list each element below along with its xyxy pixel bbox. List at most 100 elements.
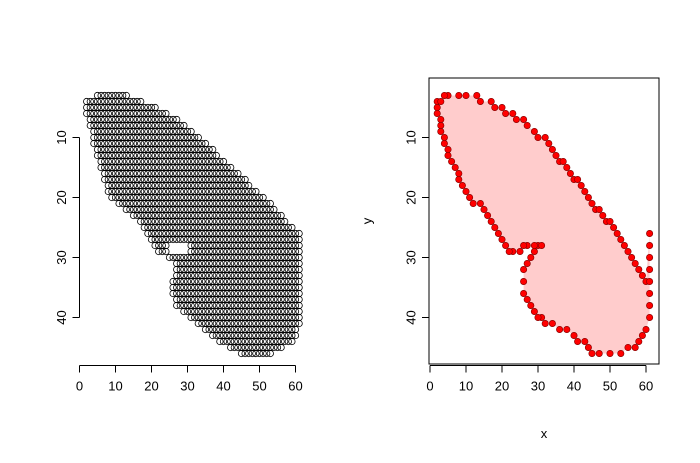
boundary-point: [624, 343, 632, 351]
grid-point: [219, 265, 228, 274]
grid-point: [219, 205, 228, 214]
grid-point: [119, 199, 127, 208]
boundary-point: [527, 301, 535, 309]
grid-point: [140, 103, 148, 112]
grid-point: [111, 91, 120, 100]
boundary-point: [646, 242, 654, 250]
grid-point: [147, 121, 156, 130]
grid-point: [273, 271, 282, 280]
grid-point: [237, 265, 246, 274]
boundary-point: [487, 218, 495, 226]
grid-point: [198, 319, 206, 328]
grid-point: [281, 253, 289, 262]
grid-point: [219, 283, 228, 292]
grid-point: [227, 343, 235, 352]
grid-point: [104, 103, 112, 112]
grid-point: [180, 307, 188, 316]
grid-point: [234, 343, 242, 352]
boundary-point: [455, 170, 463, 178]
boundary-point: [469, 200, 477, 208]
grid-point: [147, 187, 156, 196]
boundary-point: [646, 277, 654, 285]
grid-point: [165, 163, 174, 172]
grid-point: [273, 337, 282, 346]
grid-point: [165, 133, 174, 142]
grid-point: [291, 277, 300, 286]
grid-point: [144, 115, 152, 124]
grid-point: [273, 283, 282, 292]
grid-point: [158, 109, 166, 118]
boundary-point: [581, 188, 589, 196]
grid-point: [165, 145, 174, 154]
grid-point: [281, 337, 289, 346]
grid-point: [209, 331, 217, 340]
right-outline-panel: 0 10 20 30 40 50 60 10 20 30 40 x y: [359, 77, 660, 441]
boundary-point: [466, 194, 474, 202]
boundary-point: [570, 331, 578, 339]
left-y-axis: 10 20 30 40: [54, 130, 80, 325]
grid-point: [129, 187, 138, 196]
grid-point: [273, 307, 282, 316]
grid-point: [101, 109, 109, 118]
grid-point: [183, 289, 192, 298]
grid-point: [83, 97, 91, 106]
grid-point: [104, 97, 112, 106]
left-point-grid: [83, 91, 303, 358]
right-y-tick-label: 30: [403, 250, 418, 264]
boundary-point: [462, 188, 470, 196]
left-x-tick-label: 60: [288, 379, 302, 394]
grid-point: [255, 217, 264, 226]
grid-point: [219, 199, 228, 208]
boundary-point: [620, 242, 628, 250]
grid-point: [273, 253, 282, 262]
boundary-point: [541, 134, 549, 142]
grid-point: [219, 193, 228, 202]
grid-point: [237, 217, 246, 226]
grid-point: [219, 253, 228, 262]
grid-point: [165, 175, 174, 184]
grid-point: [176, 301, 184, 310]
grid-point: [212, 151, 220, 160]
grid-point: [133, 103, 141, 112]
grid-point: [248, 349, 256, 358]
boundary-point: [628, 254, 636, 262]
grid-point: [147, 229, 156, 238]
grid-point: [86, 121, 94, 130]
grid-point: [201, 139, 210, 148]
boundary-point: [530, 248, 538, 256]
grid-point: [183, 295, 192, 304]
grid-point: [255, 337, 264, 346]
grid-point: [291, 247, 300, 256]
grid-point: [104, 187, 112, 196]
boundary-point: [498, 104, 506, 112]
boundary-point: [534, 134, 542, 142]
grid-point: [219, 235, 228, 244]
grid-point: [90, 115, 98, 124]
right-x-tick-label: 40: [567, 379, 581, 394]
grid-point: [151, 241, 159, 250]
grid-point: [237, 289, 246, 298]
grid-point: [129, 139, 138, 148]
boundary-point: [574, 176, 582, 184]
grid-point: [140, 223, 148, 232]
grid-point: [273, 217, 282, 226]
boundary-point: [440, 140, 448, 148]
grid-point: [273, 343, 282, 352]
grid-point: [183, 229, 192, 238]
boundary-point: [545, 140, 553, 148]
grid-point: [266, 349, 274, 358]
grid-point: [273, 259, 282, 268]
grid-point: [183, 139, 192, 148]
boundary-point: [577, 182, 585, 190]
grid-point: [183, 199, 192, 208]
grid-point: [97, 103, 105, 112]
grid-point: [201, 205, 210, 214]
grid-point: [219, 169, 228, 178]
boundary-point: [498, 236, 506, 244]
right-x-tick-label: 50: [603, 379, 617, 394]
grid-point: [255, 319, 264, 328]
grid-point: [237, 331, 246, 340]
grid-point: [219, 271, 228, 280]
grid-point: [237, 175, 246, 184]
grid-point: [183, 283, 192, 292]
